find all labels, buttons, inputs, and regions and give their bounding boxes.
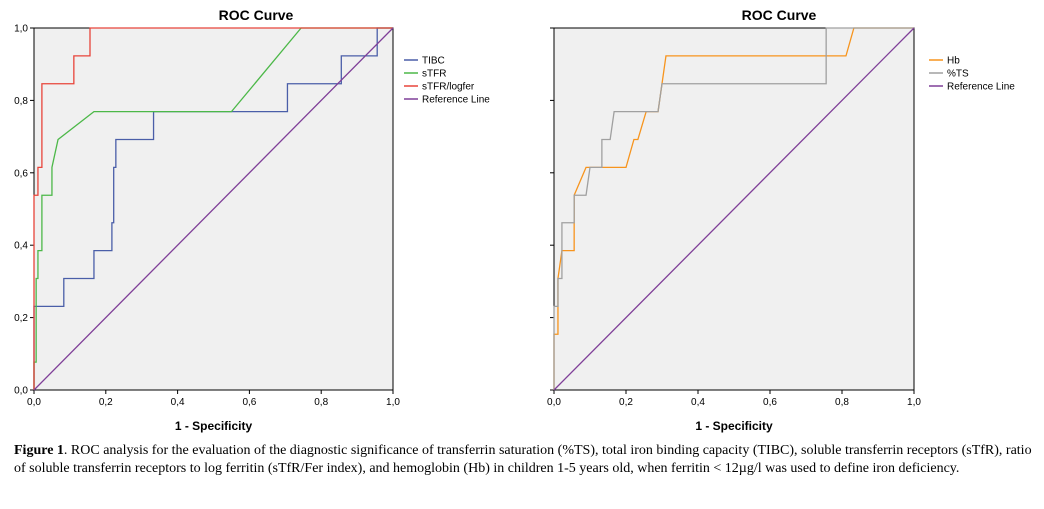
series-line-ts	[553, 27, 914, 390]
chart-title: ROC Curve	[219, 7, 294, 23]
legend-label-reference-line: Reference Line	[947, 82, 1015, 93]
y-tick-label: 0,6	[14, 168, 28, 179]
caption-text: . ROC analysis for the evaluation of the…	[14, 443, 1032, 476]
y-tick-label: 0,0	[14, 386, 28, 397]
x-tick-label: 0,6	[763, 397, 777, 408]
legend-label-stfr-logfer: sTFR/logfer	[422, 82, 475, 93]
roc-chart-left: ROC Curve 0,0 0,2 0,4 0,6 0,8 1,0 0,0 0,2 0,4 0,6 0…	[14, 7, 490, 433]
caption-label: Figure 1	[14, 443, 64, 458]
roc-chart-right: ROC Curve 0,0 0,2 0,4 0,6 0,8 1,0 1 - Specifici…	[547, 7, 1015, 433]
y-tick-label: 0,8	[14, 96, 28, 107]
legend-label-hb: Hb	[947, 56, 960, 67]
legend-label-ts: %TS	[947, 69, 969, 80]
series-line-reference-line	[33, 27, 394, 391]
series-line-stfr	[33, 27, 393, 390]
x-axis-label: 1 - Specificity	[695, 419, 773, 433]
legend-label-reference-line: Reference Line	[422, 95, 490, 106]
series-line-reference-line	[553, 27, 915, 391]
x-tick-label: 0,8	[314, 397, 328, 408]
y-tick-label: 1,0	[14, 24, 28, 35]
x-tick-label: 0,8	[835, 397, 849, 408]
x-tick-label: 1,0	[907, 397, 921, 408]
legend-label-tibc: TIBC	[422, 56, 445, 67]
figure: ROC Curve 0,0 0,2 0,4 0,6 0,8 1,0 0,0 0,2 0,4 0,6 0…	[14, 7, 1015, 433]
x-tick-label: 0,2	[99, 397, 113, 408]
figure-caption: Figure 1. ROC analysis for the evaluatio…	[14, 442, 1034, 478]
x-axis-label: 1 - Specificity	[175, 419, 253, 433]
x-tick-label: 0,4	[171, 397, 185, 408]
series-line-stfr-logfer	[33, 27, 393, 390]
x-tick-label: 0,2	[619, 397, 633, 408]
x-tick-label: 0,0	[27, 397, 41, 408]
y-tick-label: 0,2	[14, 313, 28, 324]
chart-title: ROC Curve	[742, 7, 817, 23]
x-tick-label: 0,4	[691, 397, 705, 408]
y-tick-label: 0,4	[14, 241, 28, 252]
legend-label-stfr: sTFR	[422, 69, 446, 80]
x-tick-label: 1,0	[386, 397, 400, 408]
x-tick-label: 0,6	[242, 397, 256, 408]
series-line-tibc	[33, 27, 393, 390]
x-tick-label: 0,0	[547, 397, 561, 408]
